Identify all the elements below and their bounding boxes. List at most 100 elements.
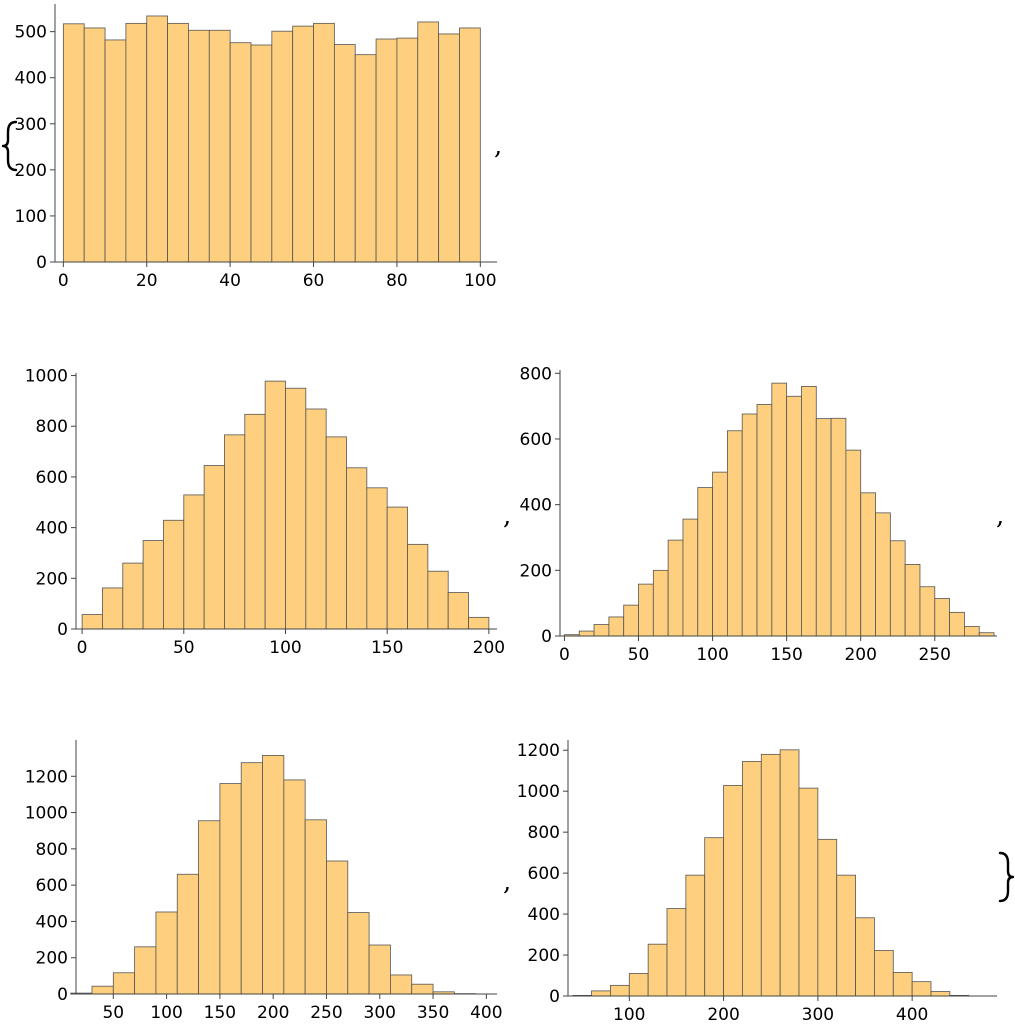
histogram-3: 0 50 100 150 200 250 0 200 400 600 800	[520, 364, 997, 665]
histogram-bar	[726, 430, 743, 637]
histogram-bar	[163, 519, 185, 630]
histogram-bar	[904, 564, 921, 637]
histogram-bar	[817, 838, 838, 997]
list-comma-1: ,	[494, 131, 502, 161]
x-tick-label: 150	[371, 638, 403, 658]
histogram-bar	[874, 950, 894, 997]
histogram-bar	[104, 39, 127, 263]
histogram-bar	[271, 30, 294, 263]
histogram-bar	[347, 912, 370, 995]
y-tick-label: 1200	[25, 767, 68, 787]
histogram-bar	[760, 753, 781, 997]
histogram-bar	[723, 785, 743, 997]
histogram-bar	[102, 587, 124, 630]
y-tick-label: 800	[36, 417, 68, 437]
histogram-bar	[83, 27, 106, 263]
x-tick-label: 400	[470, 1003, 502, 1023]
histogram-bar	[146, 15, 168, 263]
histogram-bar	[647, 943, 668, 997]
list-comma-4: ,	[503, 867, 511, 897]
histogram-bar	[845, 449, 862, 637]
x-tick-label: 150	[204, 1003, 236, 1023]
histogram-bar	[438, 33, 460, 263]
histogram-bar	[354, 54, 377, 263]
histogram-bar	[417, 21, 440, 263]
histogram-bar	[949, 611, 965, 637]
histogram-bar	[122, 562, 144, 630]
histogram-bar	[264, 380, 286, 630]
histogram-bar	[578, 630, 595, 637]
y-tick-label: 600	[520, 430, 552, 450]
histogram-bar	[786, 395, 802, 637]
y-tick-label: 400	[520, 496, 552, 516]
histogram-bar	[250, 44, 273, 263]
histogram-bar	[91, 985, 114, 995]
y-tick-label: 0	[36, 253, 47, 273]
histogram-bar	[240, 762, 263, 995]
histogram-bar	[155, 911, 178, 995]
histogram-bar	[203, 465, 225, 630]
x-tick-label: 400	[896, 1005, 928, 1025]
x-tick-label: 100	[269, 638, 301, 658]
list-comma-3: ,	[996, 501, 1004, 531]
histogram-bar	[125, 22, 148, 263]
histogram-bar	[685, 874, 706, 997]
histogram-bar	[591, 990, 611, 997]
x-tick-label: 100	[150, 1003, 182, 1023]
y-tick-label: 600	[528, 864, 560, 884]
histogram-bar	[304, 819, 327, 995]
histogram-bar	[741, 413, 758, 637]
y-tick-label: 300	[15, 115, 47, 135]
histogram-bar	[628, 973, 649, 997]
histogram-bar	[325, 436, 347, 630]
x-tick-label: 50	[102, 1003, 124, 1023]
histogram-bar	[188, 29, 210, 263]
x-tick-label: 100	[696, 645, 728, 665]
x-tick-label: 250	[310, 1003, 342, 1023]
x-tick-label: 150	[770, 645, 802, 665]
y-tick-label: 200	[36, 949, 68, 969]
histogram-bar	[219, 783, 242, 995]
y-tick-label: 400	[15, 69, 47, 89]
histogram-bar	[366, 487, 388, 630]
histogram-bar	[830, 417, 847, 637]
histogram-bar	[229, 42, 252, 263]
histogram-bar	[411, 983, 434, 995]
histogram-bar	[911, 981, 932, 997]
close-brace	[998, 851, 1015, 903]
y-tick-label: 0	[57, 985, 68, 1005]
x-tick-label: 200	[844, 645, 876, 665]
y-tick-label: 600	[36, 876, 68, 896]
histogram-bar	[224, 434, 246, 630]
histogram-bar	[964, 626, 980, 637]
y-tick-label: 800	[36, 840, 68, 860]
histogram-bar	[742, 761, 762, 997]
histogram-bar	[396, 37, 419, 263]
y-tick-label: 800	[520, 364, 552, 384]
histogram-bar	[333, 44, 356, 263]
y-tick-label: 0	[549, 987, 560, 1007]
y-tick-label: 0	[57, 620, 68, 640]
x-tick-label: 0	[559, 645, 570, 665]
y-tick-label: 500	[15, 23, 47, 43]
x-tick-label: 40	[219, 271, 241, 291]
histogram-bar	[62, 23, 85, 263]
y-tick-label: 200	[520, 561, 552, 581]
y-tick-label: 1000	[25, 804, 68, 824]
y-tick-label: 0	[541, 627, 552, 647]
x-tick-label: 300	[802, 1005, 834, 1025]
y-tick-label: 100	[15, 207, 47, 227]
histogram-bar	[390, 974, 413, 995]
histogram-bar	[292, 25, 314, 263]
histogram-bar	[779, 749, 800, 997]
x-tick-label: 350	[417, 1003, 449, 1023]
histogram-bar	[712, 471, 728, 637]
y-tick-label: 400	[528, 905, 560, 925]
y-tick-label: 200	[15, 161, 47, 181]
histogram-bar	[815, 418, 832, 637]
histogram-bar	[142, 540, 164, 630]
histogram-bar	[262, 755, 285, 995]
x-tick-label: 200	[707, 1005, 739, 1025]
x-tick-label: 300	[364, 1003, 396, 1023]
histogram-bar	[798, 787, 819, 997]
